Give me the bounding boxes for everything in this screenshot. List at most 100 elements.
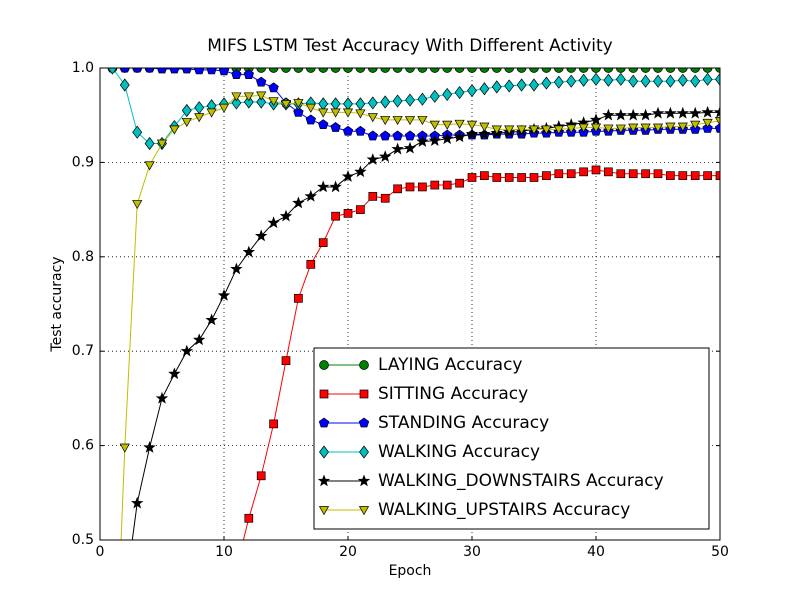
- marker: [218, 68, 230, 76]
- marker: [465, 127, 479, 140]
- marker: [359, 360, 369, 370]
- x-tick-label: 30: [463, 544, 481, 560]
- legend-label: WALKING_DOWNSTAIRS Accuracy: [378, 471, 664, 491]
- marker: [132, 125, 143, 139]
- marker: [343, 68, 353, 73]
- marker: [392, 94, 403, 108]
- marker: [317, 474, 331, 487]
- marker: [467, 68, 477, 73]
- marker: [392, 116, 403, 126]
- marker: [516, 68, 527, 73]
- marker: [417, 68, 428, 73]
- marker: [504, 125, 515, 135]
- marker: [330, 122, 341, 132]
- marker: [578, 123, 589, 133]
- marker: [380, 130, 391, 141]
- marker: [144, 136, 155, 151]
- marker: [194, 113, 205, 123]
- marker: [358, 506, 370, 516]
- marker: [430, 180, 440, 190]
- marker: [367, 130, 378, 141]
- marker: [403, 141, 417, 154]
- y-tick-label: 0.9: [72, 154, 94, 170]
- marker: [405, 68, 415, 73]
- marker: [143, 440, 156, 453]
- marker: [689, 106, 702, 119]
- marker: [120, 68, 130, 73]
- marker: [653, 74, 663, 88]
- marker: [342, 125, 354, 136]
- marker: [651, 106, 665, 119]
- marker: [367, 68, 378, 73]
- marker: [690, 68, 701, 73]
- x-tick-label: 50: [711, 544, 729, 560]
- marker: [155, 391, 169, 404]
- marker: [566, 124, 577, 134]
- marker: [230, 262, 243, 275]
- marker: [294, 293, 303, 303]
- marker: [281, 68, 291, 73]
- marker: [293, 68, 304, 73]
- marker: [269, 419, 278, 429]
- marker: [342, 108, 354, 118]
- marker: [553, 75, 564, 89]
- marker: [615, 72, 626, 86]
- marker: [653, 68, 663, 73]
- marker: [380, 193, 390, 203]
- marker: [417, 92, 428, 106]
- marker: [677, 68, 688, 73]
- marker: [504, 173, 514, 182]
- marker: [442, 68, 453, 73]
- marker: [305, 68, 316, 73]
- marker: [404, 130, 416, 141]
- marker: [341, 170, 355, 182]
- marker: [566, 169, 576, 179]
- y-tick-label: 0.8: [72, 249, 94, 265]
- marker: [416, 135, 429, 147]
- marker: [132, 68, 142, 73]
- marker: [194, 68, 205, 75]
- legend-label: WALKING Accuracy: [378, 442, 540, 462]
- marker: [479, 122, 490, 132]
- marker: [516, 78, 527, 92]
- marker: [256, 76, 267, 87]
- legend-label: LAYING Accuracy: [378, 355, 522, 375]
- marker: [354, 165, 367, 178]
- marker: [491, 68, 502, 73]
- marker: [217, 288, 231, 301]
- marker: [454, 68, 465, 73]
- legend: LAYING Accuracy SITTING Accuracy STANDING …: [313, 347, 710, 530]
- marker: [455, 178, 464, 188]
- marker: [429, 89, 440, 103]
- marker: [614, 108, 627, 121]
- marker: [169, 68, 180, 74]
- marker: [441, 132, 454, 145]
- marker: [541, 125, 552, 135]
- marker: [604, 167, 613, 177]
- marker: [529, 173, 539, 182]
- marker: [331, 211, 340, 221]
- marker: [293, 106, 304, 117]
- marker: [255, 229, 268, 242]
- legend-label: WALKING_UPSTAIRS Accuracy: [378, 500, 630, 520]
- marker: [553, 125, 564, 135]
- marker: [359, 389, 369, 399]
- marker: [319, 389, 329, 399]
- marker: [256, 95, 267, 109]
- marker: [279, 209, 293, 222]
- marker: [528, 125, 540, 135]
- marker: [553, 68, 564, 73]
- marker: [256, 471, 266, 481]
- marker: [132, 200, 143, 210]
- chart-title: MIFS LSTM Test Accuracy With Different A…: [207, 36, 612, 56]
- marker: [479, 82, 490, 96]
- y-tick-label: 0.5: [72, 532, 94, 548]
- marker: [676, 106, 689, 119]
- marker: [243, 92, 254, 102]
- marker: [367, 96, 378, 110]
- marker: [627, 108, 640, 121]
- marker: [491, 125, 502, 135]
- marker: [305, 114, 316, 125]
- marker: [467, 84, 477, 98]
